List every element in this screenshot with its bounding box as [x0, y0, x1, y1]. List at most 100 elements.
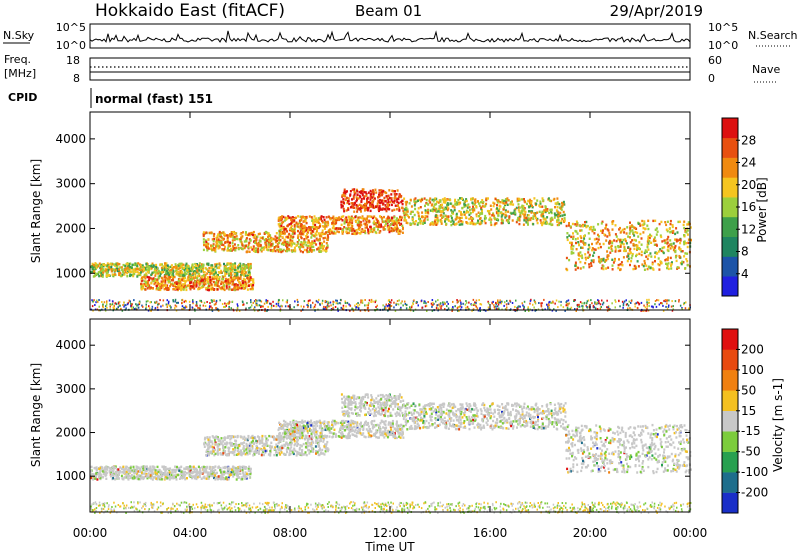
scatter-cell: [409, 307, 412, 310]
data-cell: [463, 213, 466, 216]
data-cell: [161, 285, 164, 288]
data-cell: [233, 268, 236, 272]
data-cell: [382, 202, 385, 205]
scatter-cell: [388, 303, 390, 305]
data-cell: [404, 208, 406, 211]
data-cell: [423, 197, 426, 200]
data-cell: [343, 188, 346, 191]
data-cell: [310, 249, 313, 252]
data-cell: [172, 279, 175, 282]
data-cell: [681, 250, 684, 253]
data-cell: [146, 280, 149, 284]
scatter-cell: [117, 302, 120, 305]
data-cell: [120, 266, 123, 269]
data-cell: [310, 244, 313, 247]
data-cell: [229, 279, 232, 282]
data-cell: [299, 225, 302, 228]
data-cell: [230, 276, 232, 279]
data-cell: [392, 200, 395, 204]
data-cell: [298, 221, 301, 224]
data-cell: [509, 201, 512, 204]
scatter-cell: [254, 300, 257, 303]
data-cell: [398, 229, 401, 232]
data-cell: [284, 240, 287, 244]
data-cell: [196, 263, 198, 266]
data-cell: [95, 264, 98, 267]
data-cell: [562, 200, 565, 204]
scatter-cell: [154, 301, 156, 304]
data-cell: [358, 216, 361, 219]
data-cell: [674, 238, 676, 241]
data-cell: [433, 203, 436, 206]
data-cell: [228, 249, 230, 252]
data-cell: [208, 269, 211, 273]
data-cell: [248, 268, 251, 271]
data-cell: [557, 213, 559, 216]
data-cell: [289, 243, 292, 246]
data-cell: [172, 269, 175, 272]
data-cell: [441, 216, 444, 219]
data-cell: [605, 223, 608, 226]
scatter-cell: [145, 308, 147, 311]
data-cell: [224, 245, 226, 249]
data-cell: [391, 189, 394, 192]
scatter-cell: [231, 300, 234, 303]
data-cell: [360, 216, 363, 220]
scatter-cell: [487, 306, 490, 309]
data-cell: [204, 239, 207, 242]
scatter-cell: [442, 303, 444, 306]
data-cell: [267, 241, 270, 244]
scatter-cell: [478, 299, 480, 301]
scatter-cell: [114, 302, 116, 305]
data-cell: [491, 214, 494, 217]
data-cell: [182, 283, 185, 286]
data-cell: [445, 222, 448, 226]
data-cell: [646, 224, 649, 227]
data-cell: [671, 261, 673, 264]
scatter-cell: [479, 303, 481, 305]
data-cell: [598, 257, 601, 261]
data-cell: [426, 215, 429, 218]
scatter-cell: [211, 299, 214, 302]
data-cell: [236, 283, 239, 287]
scatter-cell: [661, 302, 663, 305]
data-cell: [424, 204, 426, 208]
scatter-cell: [567, 299, 570, 302]
data-cell: [293, 218, 296, 221]
data-cell: [326, 234, 329, 237]
scatter-cell: [552, 300, 554, 303]
data-cell: [460, 216, 463, 219]
data-cell: [365, 193, 368, 196]
data-cell: [445, 207, 447, 210]
data-cell: [340, 200, 343, 203]
nave-tick-top: 60: [708, 54, 722, 67]
scatter-cell: [357, 302, 359, 305]
data-cell: [403, 218, 406, 221]
data-cell: [580, 246, 582, 249]
scatter-cell: [364, 304, 366, 307]
data-cell: [208, 284, 211, 288]
scatter-cell: [672, 305, 674, 308]
data-cell: [393, 193, 396, 196]
data-cell: [234, 262, 237, 265]
data-cell: [250, 283, 253, 286]
data-cell: [526, 221, 529, 224]
scatter-cell: [527, 307, 529, 310]
data-cell: [281, 227, 284, 230]
data-cell: [432, 209, 435, 213]
data-cell: [536, 217, 539, 221]
data-cell: [663, 239, 666, 242]
scatter-cell: [656, 299, 658, 302]
data-cell: [439, 218, 442, 222]
scatter-cell: [538, 302, 540, 304]
data-cell: [485, 202, 488, 206]
data-cell: [496, 207, 498, 210]
data-cell: [381, 191, 384, 194]
scatter-cell: [117, 306, 119, 309]
scatter-cell: [337, 309, 339, 312]
scatter-cell: [614, 299, 616, 302]
data-cell: [393, 220, 396, 223]
data-cell: [671, 231, 674, 234]
data-cell: [218, 245, 221, 248]
data-cell: [361, 193, 364, 197]
